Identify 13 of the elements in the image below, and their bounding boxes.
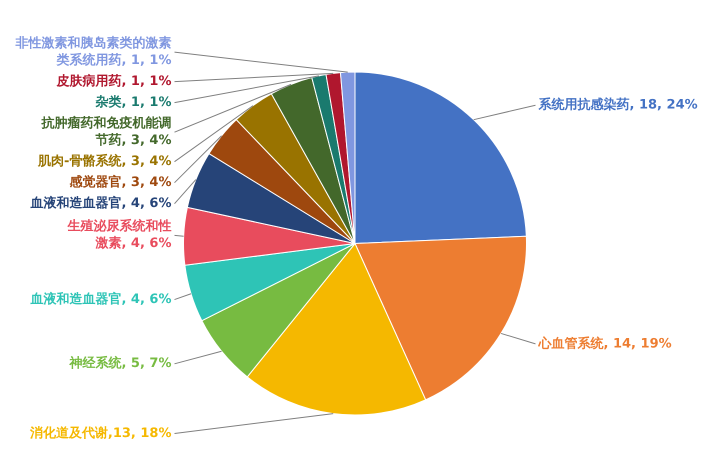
slice-label: 抗肿瘤药和免疫机能调节药, 3, 4% (40, 115, 172, 148)
slice-label: 系统用抗感染药, 18, 24% (538, 96, 698, 113)
slice-label: 皮肤病用药, 1, 1% (55, 73, 172, 90)
slice-label: 感觉器官, 3, 4% (68, 174, 172, 190)
slice-label: 血液和造血器官, 4, 6% (29, 195, 172, 212)
slice-label: 非性激素和胰岛素类的激素类系统用药, 1, 1% (14, 35, 172, 68)
slice-label: 生殖泌尿系统和性激素, 4, 6% (66, 218, 172, 252)
slice-label: 消化道及代谢,13, 18% (28, 426, 172, 441)
slice-label: 心血管系统, 14, 19% (538, 335, 672, 352)
slice-label: 杂类, 1, 1% (94, 95, 172, 110)
slice-label: 肌肉-骨骼系统, 3, 4% (37, 153, 172, 170)
slice-label: 神经系统, 5, 7% (68, 355, 172, 372)
slice-label: 血液和造血器官, 4, 6% (29, 290, 172, 307)
